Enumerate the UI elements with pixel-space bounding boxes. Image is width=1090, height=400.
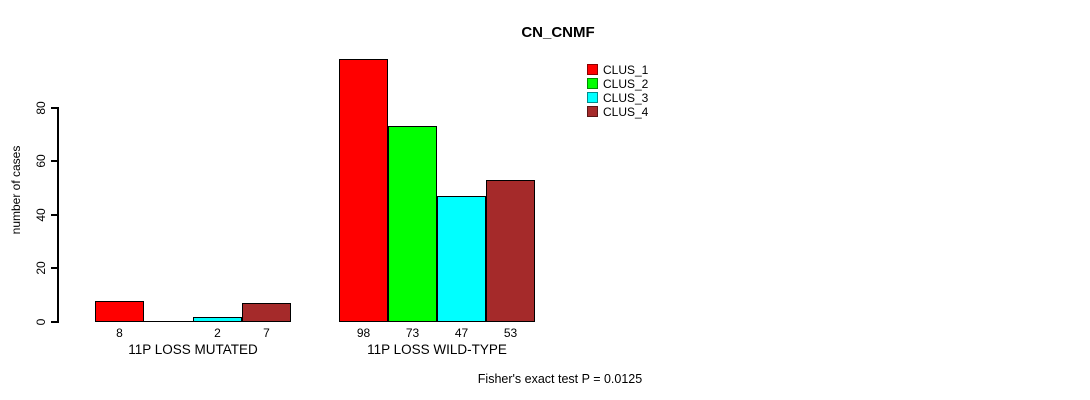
- legend-item-label: CLUS_4: [603, 105, 649, 119]
- y-tick-mark: [51, 321, 58, 323]
- y-tick-label: 20: [34, 261, 48, 276]
- legend-item-label: CLUS_3: [603, 91, 649, 105]
- legend-color-swatch: [587, 64, 598, 75]
- bar-value-label: 2: [214, 326, 221, 340]
- legend-item-label: CLUS_1: [603, 63, 649, 77]
- chart-title: CN_CNMF: [521, 24, 595, 41]
- y-axis-title: number of cases: [9, 145, 23, 235]
- bar-clus_2: [144, 321, 193, 322]
- bar-clus_2: [388, 126, 437, 322]
- bar-value-label: 53: [503, 326, 518, 340]
- y-tick-label: 40: [34, 208, 48, 222]
- legend-color-swatch: [587, 92, 598, 103]
- y-axis-line: [57, 107, 59, 323]
- y-tick-mark: [51, 106, 58, 109]
- y-tick-label: 0: [34, 318, 48, 326]
- bar-clus_3: [437, 196, 486, 322]
- bar-value-label: 98: [356, 326, 371, 340]
- bar-value-label: 73: [405, 326, 420, 340]
- bar-clus_4: [242, 303, 291, 322]
- category-label: 11P LOSS WILD-TYPE: [367, 342, 507, 357]
- bar-clus_1: [339, 59, 388, 322]
- bar-value-label: 7: [263, 326, 270, 340]
- legend-item-label: CLUS_2: [603, 77, 649, 91]
- y-tick-label: 60: [34, 154, 48, 168]
- category-label: 11P LOSS MUTATED: [128, 342, 258, 357]
- y-tick-mark: [51, 160, 58, 163]
- bar-value-label: 47: [454, 326, 469, 340]
- bar-value-label: 8: [116, 326, 123, 340]
- y-tick-mark: [51, 213, 58, 216]
- bar-clus_3: [193, 317, 242, 322]
- bar-clus_4: [486, 180, 535, 322]
- fisher-test-annotation: Fisher's exact test P = 0.0125: [477, 372, 643, 386]
- legend-color-swatch: [587, 106, 598, 117]
- legend-color-swatch: [587, 78, 598, 89]
- y-tick-label: 80: [34, 100, 48, 115]
- bar-clus_1: [95, 301, 144, 322]
- y-tick-mark: [51, 267, 58, 270]
